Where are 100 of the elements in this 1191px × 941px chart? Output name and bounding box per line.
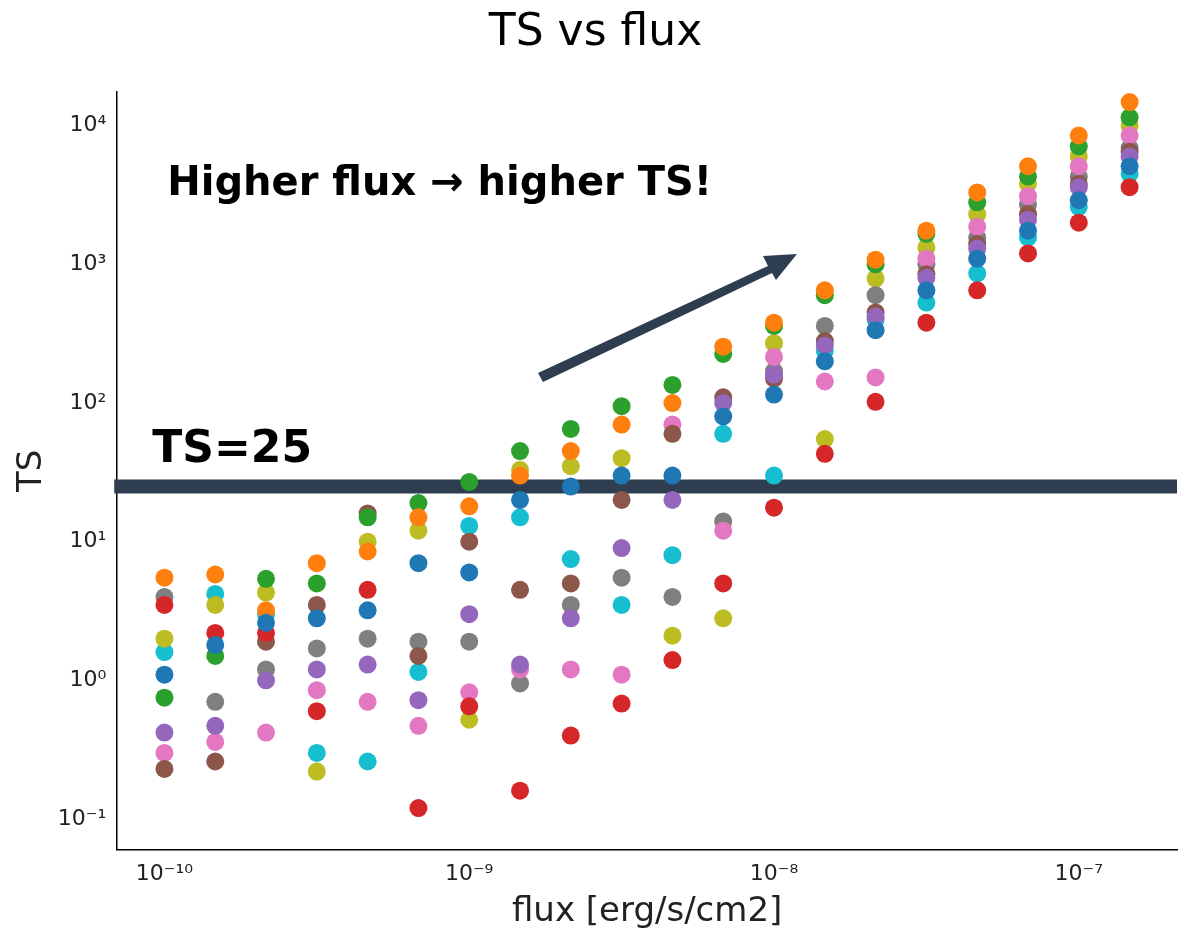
point — [511, 490, 530, 509]
point — [511, 442, 530, 461]
x-axis-title: flux [erg/s/cm2] — [511, 889, 783, 930]
x-tick-label: 10⁻⁹ — [445, 859, 494, 885]
x-tick-label: 10⁻¹⁰ — [135, 859, 194, 885]
point — [612, 694, 631, 713]
point — [307, 762, 326, 781]
point — [307, 743, 326, 762]
point — [866, 368, 885, 387]
x-tick-label: 10⁻⁸ — [749, 859, 799, 885]
point — [1120, 93, 1139, 112]
point — [815, 430, 834, 449]
point — [815, 316, 834, 335]
point — [1019, 187, 1037, 206]
point — [815, 444, 834, 463]
point — [1069, 126, 1088, 145]
point — [612, 449, 631, 468]
point — [815, 281, 834, 300]
point — [714, 407, 733, 426]
point — [460, 605, 479, 624]
point — [155, 759, 174, 778]
point — [765, 498, 784, 517]
point — [612, 539, 631, 558]
point — [968, 249, 987, 268]
point — [714, 337, 733, 356]
point — [866, 321, 885, 340]
point — [561, 726, 580, 745]
y-tick-label: 10⁴ — [69, 111, 107, 137]
point — [561, 419, 580, 438]
point — [1120, 178, 1139, 197]
point — [1069, 213, 1088, 232]
point — [561, 457, 580, 476]
point — [866, 250, 885, 269]
point — [1120, 126, 1139, 145]
point — [511, 781, 530, 800]
point — [511, 580, 530, 599]
point — [714, 574, 733, 593]
point — [561, 660, 580, 679]
point — [663, 651, 682, 670]
y-axis-title: TS — [9, 449, 50, 494]
point — [206, 565, 225, 584]
y-tick-label: 10⁻¹ — [57, 804, 107, 830]
chart-title: TS vs flux — [487, 4, 704, 55]
point — [765, 385, 784, 404]
point — [917, 281, 936, 300]
point — [714, 609, 733, 628]
point — [663, 394, 682, 413]
point — [561, 477, 580, 496]
point — [866, 286, 885, 305]
point — [714, 521, 733, 540]
point — [511, 508, 530, 527]
point — [460, 632, 479, 651]
point — [612, 415, 631, 434]
point — [409, 662, 428, 681]
point — [358, 752, 377, 771]
point — [968, 183, 987, 202]
point — [815, 336, 834, 355]
y-tick-label: 10¹ — [69, 527, 107, 553]
point — [460, 532, 479, 551]
point — [358, 629, 377, 648]
point — [765, 466, 784, 485]
point — [409, 691, 428, 710]
point — [1019, 157, 1037, 176]
point — [257, 569, 276, 588]
y-tick-label: 10² — [69, 388, 107, 414]
point — [206, 752, 225, 771]
point — [307, 574, 326, 593]
point — [206, 595, 225, 614]
point — [663, 587, 682, 606]
point — [1120, 157, 1139, 176]
point — [409, 554, 428, 573]
point — [815, 372, 834, 391]
point — [1069, 191, 1088, 210]
point — [714, 424, 733, 443]
point — [612, 397, 631, 416]
point — [358, 580, 377, 599]
point — [307, 660, 326, 679]
point — [612, 665, 631, 684]
point — [307, 609, 326, 628]
point — [358, 692, 377, 711]
point — [409, 646, 428, 665]
point — [1120, 108, 1139, 127]
point — [968, 217, 987, 236]
point — [511, 655, 530, 674]
point — [307, 681, 326, 700]
point — [511, 466, 530, 485]
point — [460, 697, 479, 716]
point — [917, 249, 936, 268]
point — [460, 563, 479, 582]
point — [663, 546, 682, 565]
point — [663, 466, 682, 485]
point — [307, 702, 326, 721]
point — [307, 639, 326, 658]
point — [612, 466, 631, 485]
point — [460, 497, 479, 516]
point — [409, 716, 428, 735]
point — [206, 732, 225, 751]
point — [155, 629, 174, 648]
point — [206, 716, 225, 735]
point — [155, 665, 174, 684]
